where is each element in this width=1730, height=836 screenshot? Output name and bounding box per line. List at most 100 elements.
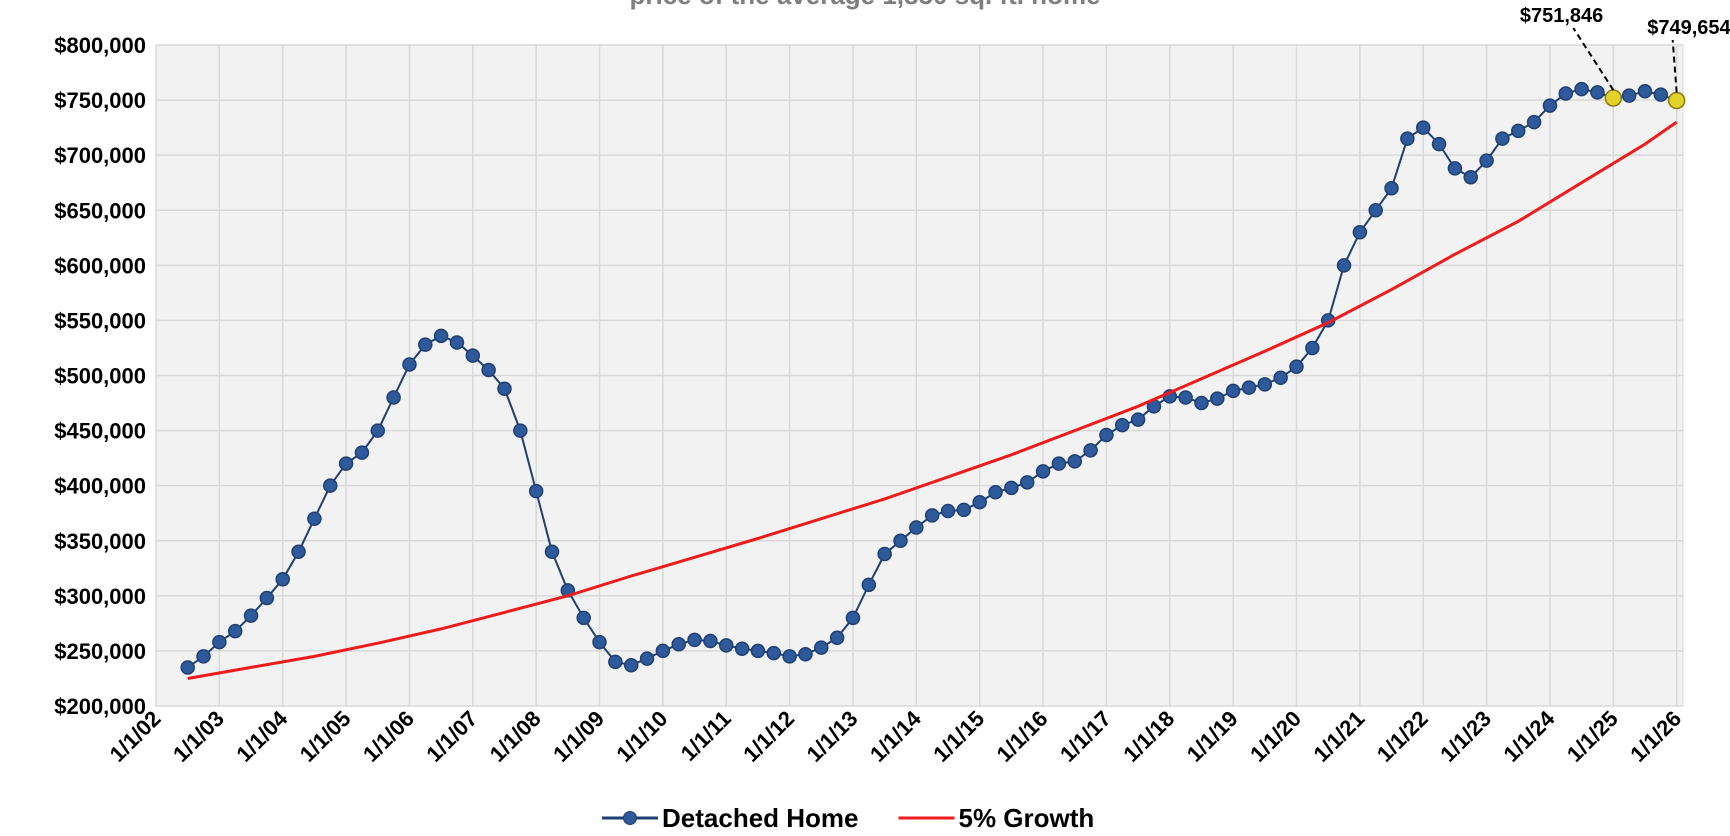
data-point (1336, 258, 1352, 273)
legend-marker (623, 811, 637, 825)
data-point (465, 348, 481, 363)
data-point (259, 590, 275, 606)
data-point (307, 511, 322, 526)
data-point (861, 577, 877, 593)
data-point (940, 503, 956, 519)
x-tick-label: 1/1/25 (1562, 706, 1623, 767)
data-point (687, 632, 702, 648)
data-point (972, 494, 987, 510)
data-point (909, 520, 924, 535)
data-point (418, 337, 433, 352)
data-point (608, 654, 623, 670)
series-line (187, 120, 1678, 680)
x-tick-label: 1/1/12 (738, 706, 799, 767)
data-point (322, 478, 338, 493)
data-point (877, 546, 892, 562)
y-tick-label: $350,000 (54, 529, 146, 554)
data-point (1463, 169, 1478, 185)
x-tick-label: 1/1/11 (676, 706, 736, 766)
data-point (354, 445, 370, 460)
data-point (1400, 131, 1415, 146)
y-tick-label: $500,000 (54, 364, 146, 389)
data-point (1289, 359, 1304, 374)
data-point (956, 502, 972, 518)
data-point (1115, 417, 1130, 433)
y-tick-label: $700,000 (54, 143, 146, 168)
data-point (1447, 161, 1463, 176)
data-point (1019, 475, 1035, 490)
data-point (1004, 480, 1019, 496)
data-point (988, 485, 1003, 500)
data-point (750, 643, 766, 659)
data-point (592, 634, 607, 650)
data-point (497, 381, 512, 396)
data-point (1637, 84, 1653, 99)
data-point (1495, 131, 1510, 146)
data-point (1178, 390, 1193, 405)
data-point (227, 623, 243, 639)
data-point (1051, 456, 1067, 471)
data-point (449, 335, 465, 350)
chart-title: price of the average 1,850 sq. ft. home (629, 0, 1100, 10)
y-tick-label: $650,000 (54, 198, 146, 223)
data-point (623, 657, 639, 673)
data-point (1479, 153, 1494, 168)
data-point (1225, 383, 1241, 399)
data-point (893, 533, 908, 548)
data-point (798, 646, 813, 662)
data-point (1574, 81, 1589, 97)
x-tick-label: 1/1/09 (548, 706, 609, 767)
x-tick-label: 1/1/26 (1625, 706, 1686, 767)
x-tick-label: 1/1/08 (485, 706, 546, 767)
data-point (212, 634, 227, 650)
annotation-label: $751,846 (1520, 5, 1603, 27)
x-tick-label: 1/1/17 (1055, 706, 1116, 767)
data-point (1099, 427, 1114, 443)
data-point (1590, 85, 1605, 100)
x-tick-label: 1/1/15 (928, 706, 989, 767)
y-tick-label: $300,000 (54, 584, 146, 609)
data-point (1526, 114, 1542, 130)
data-point (1667, 91, 1686, 110)
data-point (338, 456, 354, 471)
data-point (1035, 464, 1051, 479)
data-point (1257, 377, 1273, 392)
data-point (845, 610, 861, 626)
data-point (370, 423, 386, 438)
x-tick-label: 1/1/19 (1182, 706, 1243, 767)
annotation-label: $749,654 (1647, 17, 1730, 39)
y-tick-label: $600,000 (54, 253, 146, 278)
data-point (829, 630, 845, 645)
x-tick-label: 1/1/24 (1499, 705, 1560, 766)
y-tick-label: $250,000 (54, 639, 146, 664)
data-point (734, 641, 750, 656)
data-point (1604, 89, 1623, 107)
data-point (1210, 391, 1225, 406)
x-tick-label: 1/1/23 (1435, 706, 1496, 767)
data-point (671, 637, 686, 652)
data-point (639, 651, 655, 666)
data-point (513, 423, 528, 438)
data-point (703, 633, 718, 649)
data-point (782, 649, 797, 664)
data-point (1431, 136, 1447, 152)
data-point (1558, 86, 1574, 101)
data-point (814, 640, 829, 655)
data-point (433, 328, 449, 344)
x-tick-label: 1/1/06 (358, 706, 419, 767)
data-point (1241, 380, 1257, 395)
x-tick-label: 1/1/16 (992, 706, 1053, 767)
y-tick-label: $400,000 (54, 474, 146, 499)
data-point (544, 544, 560, 560)
x-tick-label: 1/1/20 (1245, 706, 1306, 767)
data-point (1653, 87, 1669, 102)
x-tick-label: 1/1/13 (802, 706, 863, 767)
data-point (1130, 412, 1146, 427)
data-point (1384, 180, 1399, 196)
x-tick-label: 1/1/22 (1372, 706, 1433, 767)
x-tick-label: 1/1/14 (865, 705, 926, 766)
data-point (1542, 98, 1558, 113)
data-point (1273, 370, 1288, 385)
y-tick-label: $750,000 (54, 88, 146, 113)
x-tick-label: 1/1/18 (1118, 706, 1179, 767)
